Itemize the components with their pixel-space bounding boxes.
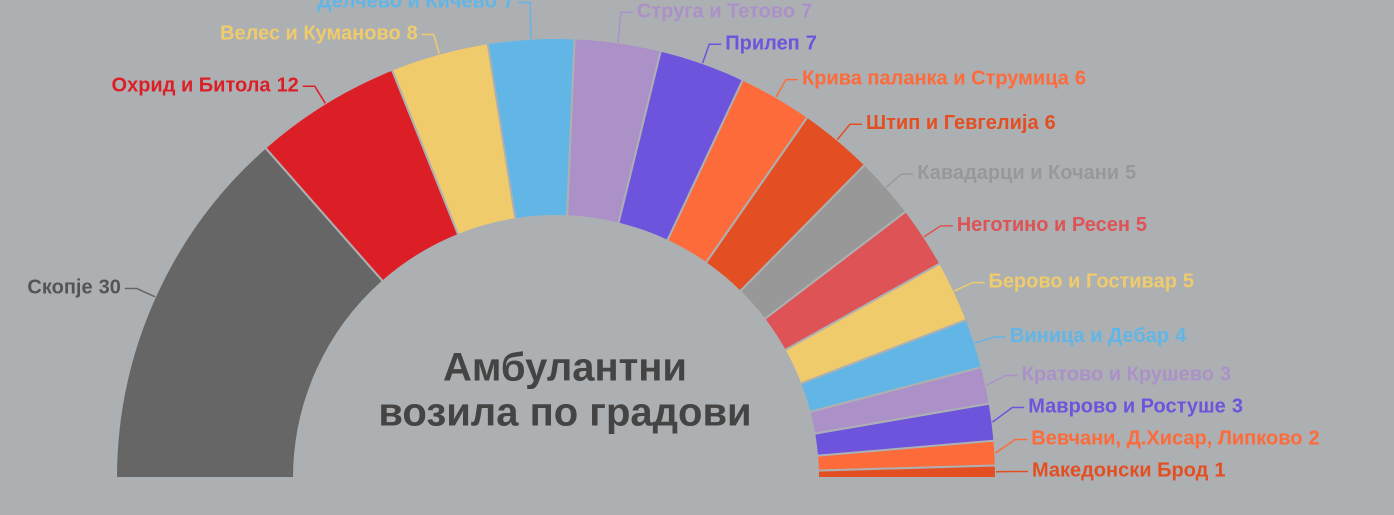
category-label: Берово и Гостивар: [988, 271, 1176, 293]
value-label: 6: [1075, 68, 1086, 90]
data-label: Македонски Брод 1: [1032, 460, 1226, 482]
data-label: Струга и Тетово 7: [637, 1, 812, 23]
leader-line: [124, 287, 156, 298]
leader-line: [302, 85, 326, 104]
data-label: Вевчани, Д.Хисар, Липково 2: [1031, 428, 1319, 450]
data-label: Прилеп 7: [725, 33, 817, 55]
category-label: Виница и Дебар: [1010, 325, 1169, 347]
category-label: Струга и Тетово: [637, 1, 795, 23]
data-label: Берово и Гостивар 5: [988, 271, 1194, 293]
value-label: 6: [1045, 113, 1056, 135]
leader-line: [517, 1, 532, 39]
leader-line: [974, 336, 1006, 344]
data-label: Крива паланка и Струмица 6: [802, 68, 1086, 90]
category-label: Охрид и Битола: [112, 75, 272, 97]
value-label: 30: [99, 277, 121, 299]
slice: [816, 464, 998, 479]
category-label: Кратово и Крушево: [1022, 364, 1214, 386]
leader-line: [617, 11, 633, 43]
value-label: 7: [801, 1, 812, 23]
data-label: Штип и Гевгелија 6: [866, 113, 1056, 135]
chart-title: возила по градови: [378, 391, 751, 435]
value-label: 1: [1214, 460, 1225, 482]
category-label: Скопје: [27, 277, 92, 299]
value-label: 5: [1136, 214, 1147, 236]
category-label: Прилеп: [725, 33, 800, 55]
leader-line: [701, 43, 722, 64]
category-label: Крива паланка и Струмица: [802, 68, 1070, 90]
leader-line: [836, 123, 863, 141]
data-label: Скопје 30: [27, 277, 120, 299]
data-label: Велес и Куманово 8: [220, 23, 418, 45]
value-label: 5: [1125, 162, 1136, 184]
category-label: Неготино и Ресен: [957, 214, 1130, 236]
leader-line: [775, 78, 798, 98]
value-label: 2: [1308, 428, 1319, 450]
leader-line: [954, 281, 985, 292]
category-label: Маврово и Ростуше: [1028, 396, 1226, 418]
leader-line: [985, 374, 1018, 386]
leader-line: [994, 438, 1028, 454]
category-label: Вевчани, Д.Хисар, Липково: [1031, 428, 1302, 450]
data-label: Неготино и Ресен 5: [957, 214, 1147, 236]
category-label: Македонски Брод: [1032, 460, 1209, 482]
leader-line: [923, 225, 953, 238]
value-label: 12: [277, 75, 299, 97]
data-label: Охрид и Битола 12: [112, 75, 299, 97]
value-label: 3: [1220, 364, 1231, 386]
leader-line: [421, 33, 440, 55]
value-label: 3: [1232, 396, 1243, 418]
value-label: 7: [806, 33, 817, 55]
leader-line: [885, 173, 914, 188]
leader-line: [991, 406, 1025, 423]
data-label: Делчево и Кичево 7: [317, 0, 514, 13]
category-label: Штип и Гевгелија: [866, 113, 1039, 135]
data-label: Маврово и Ростуше 3: [1028, 396, 1243, 418]
data-label: Кавадарци и Кочани 5: [917, 162, 1136, 184]
data-label: Виница и Дебар 4: [1010, 325, 1187, 347]
category-label: Делчево и Кичево: [317, 0, 497, 13]
chart-title: Амбулантни: [443, 346, 687, 390]
value-label: 8: [407, 23, 418, 45]
data-label: Кратово и Крушево 3: [1022, 364, 1231, 386]
slice: [114, 146, 385, 479]
value-label: 7: [503, 0, 514, 13]
value-label: 4: [1175, 325, 1187, 347]
category-label: Кавадарци и Кочани: [917, 162, 1119, 184]
category-label: Велес и Куманово: [220, 23, 401, 45]
value-label: 5: [1183, 271, 1194, 293]
